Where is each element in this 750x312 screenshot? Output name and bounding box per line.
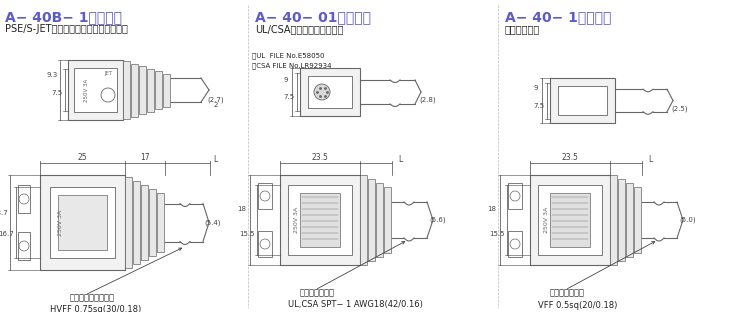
- Text: 23.5: 23.5: [562, 154, 578, 163]
- Text: JET: JET: [104, 71, 112, 76]
- Bar: [618, 179, 625, 261]
- Text: 平形二芯コード: 平形二芯コード: [300, 289, 335, 298]
- Text: L: L: [648, 155, 652, 164]
- Bar: [360, 175, 367, 265]
- Text: 16.7: 16.7: [0, 231, 14, 237]
- Text: 15.5: 15.5: [490, 231, 505, 236]
- Bar: [288, 185, 352, 255]
- Text: (2.7): (2.7): [208, 97, 224, 103]
- Circle shape: [19, 194, 29, 204]
- Bar: [125, 177, 132, 268]
- Text: 9.3: 9.3: [46, 72, 58, 78]
- Text: 15.5: 15.5: [239, 231, 255, 236]
- Bar: [538, 185, 602, 255]
- Bar: [131, 64, 138, 116]
- Bar: [300, 68, 360, 116]
- Text: 18: 18: [487, 206, 496, 212]
- Bar: [626, 183, 633, 257]
- Text: ・UL  FILE No.E58050: ・UL FILE No.E58050: [252, 52, 325, 59]
- Text: 耕熱平形二芯コード: 耕熱平形二芯コード: [70, 294, 115, 303]
- Text: 平形二芯コード: 平形二芯コード: [550, 289, 585, 298]
- Text: PSE/S-JET品（電気用品安全法適合品）: PSE/S-JET品（電気用品安全法適合品）: [5, 24, 128, 34]
- Circle shape: [19, 241, 29, 251]
- Bar: [18, 185, 30, 213]
- Text: A− 40− 01シリーズ: A− 40− 01シリーズ: [255, 10, 371, 24]
- Text: 17: 17: [140, 154, 150, 163]
- Text: A− 40− 1シリーズ: A− 40− 1シリーズ: [505, 10, 611, 24]
- Text: VFF 0.5sq(20/0.18): VFF 0.5sq(20/0.18): [538, 300, 617, 310]
- Text: (2.8): (2.8): [420, 97, 436, 103]
- Text: 7.5: 7.5: [284, 94, 295, 100]
- Bar: [155, 71, 162, 109]
- Text: UL,CSA SPT− 1 AWG18(42/0.16): UL,CSA SPT− 1 AWG18(42/0.16): [288, 300, 423, 310]
- Bar: [508, 183, 522, 209]
- Bar: [634, 187, 641, 253]
- Text: 機器内配線用: 機器内配線用: [505, 24, 540, 34]
- Bar: [50, 187, 115, 258]
- Bar: [368, 179, 375, 261]
- Bar: [58, 195, 107, 250]
- Circle shape: [260, 239, 270, 249]
- Text: 9: 9: [533, 85, 538, 91]
- Bar: [133, 181, 140, 264]
- Bar: [258, 231, 272, 257]
- Bar: [610, 175, 617, 265]
- Bar: [74, 68, 117, 112]
- Bar: [149, 189, 156, 256]
- Bar: [300, 193, 340, 247]
- Bar: [139, 66, 146, 114]
- Text: L: L: [213, 155, 217, 164]
- Bar: [280, 175, 360, 265]
- Text: 250V 3A: 250V 3A: [83, 78, 88, 102]
- Text: 23.5: 23.5: [311, 154, 328, 163]
- Text: 2: 2: [214, 102, 218, 108]
- Bar: [141, 185, 148, 260]
- Bar: [157, 193, 164, 252]
- Text: 9: 9: [284, 77, 288, 83]
- Bar: [68, 60, 123, 120]
- Text: (5.0): (5.0): [680, 217, 696, 223]
- Text: 18.7: 18.7: [0, 210, 8, 216]
- Text: A− 40B− 1シリーズ: A− 40B− 1シリーズ: [5, 10, 122, 24]
- Bar: [550, 78, 615, 123]
- Text: 25: 25: [78, 154, 87, 163]
- Text: ・CSA FILE No.LR92934: ・CSA FILE No.LR92934: [252, 62, 332, 69]
- Text: (2.5): (2.5): [672, 105, 688, 112]
- Bar: [530, 175, 610, 265]
- Bar: [163, 74, 170, 106]
- Text: 250V 3A: 250V 3A: [293, 207, 298, 233]
- Text: L: L: [398, 155, 402, 164]
- Bar: [384, 187, 391, 253]
- Bar: [258, 183, 272, 209]
- Bar: [508, 231, 522, 257]
- Bar: [558, 86, 607, 115]
- Text: 18: 18: [237, 206, 246, 212]
- Bar: [376, 183, 383, 257]
- Bar: [550, 193, 590, 247]
- Text: 250V 3A: 250V 3A: [58, 209, 62, 236]
- Text: (5.4): (5.4): [205, 219, 221, 226]
- Bar: [40, 175, 125, 270]
- Circle shape: [101, 88, 115, 102]
- Circle shape: [260, 191, 270, 201]
- Circle shape: [510, 191, 520, 201]
- Bar: [147, 69, 154, 111]
- Bar: [308, 76, 352, 108]
- Bar: [123, 61, 130, 119]
- Circle shape: [314, 84, 330, 100]
- Text: HVFF 0.75sq(30/0.18): HVFF 0.75sq(30/0.18): [50, 305, 141, 312]
- Text: (5.6): (5.6): [430, 217, 446, 223]
- Circle shape: [510, 239, 520, 249]
- Text: 250V 3A: 250V 3A: [544, 207, 548, 233]
- Text: 7.5: 7.5: [534, 103, 545, 109]
- Text: UL/CSA品（機器内配線用）: UL/CSA品（機器内配線用）: [255, 24, 344, 34]
- Text: 7.5: 7.5: [52, 90, 63, 96]
- Bar: [18, 232, 30, 260]
